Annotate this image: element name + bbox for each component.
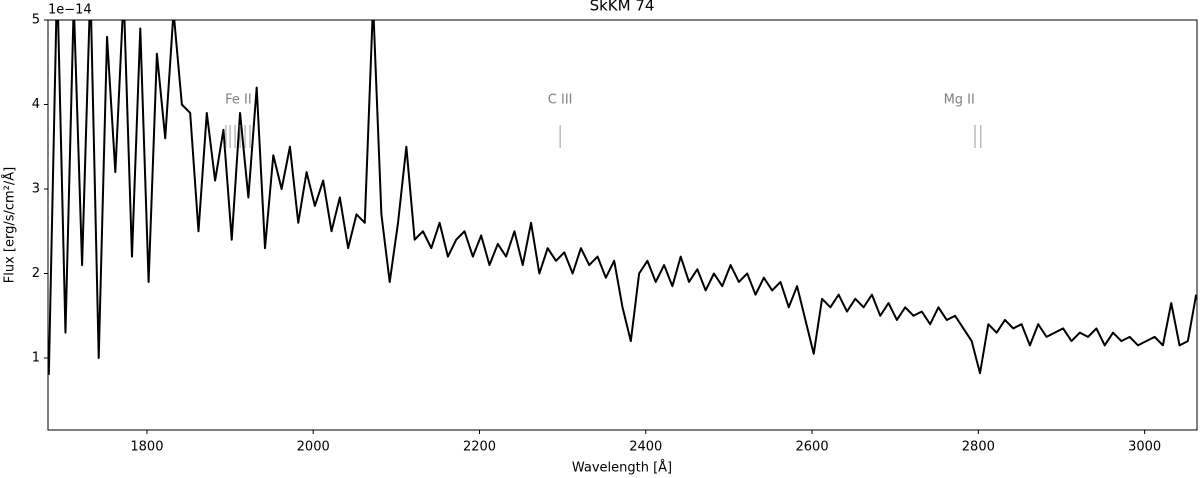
x-tick-label: 2000 bbox=[297, 440, 330, 455]
line-label: Mg II bbox=[944, 93, 975, 108]
axes-frame bbox=[47, 19, 1198, 431]
line-label: Fe II bbox=[225, 93, 252, 108]
spectrum-line bbox=[48, 20, 1197, 375]
x-tick-label: 2400 bbox=[629, 440, 662, 455]
y-axis-label: Flux [erg/s/cm²/Å] bbox=[2, 167, 18, 284]
y-tick-label: 2 bbox=[32, 266, 40, 281]
y-tick-label: 5 bbox=[32, 13, 40, 28]
y-tick-label: 1 bbox=[32, 351, 40, 366]
x-tick-label: 3000 bbox=[1128, 440, 1161, 455]
x-tick-label: 2800 bbox=[962, 440, 995, 455]
x-tick-label: 2200 bbox=[463, 440, 496, 455]
plot-area bbox=[48, 20, 1197, 375]
y-tick-label: 3 bbox=[32, 182, 40, 197]
line-label: C III bbox=[548, 93, 573, 108]
x-tick-label: 2600 bbox=[796, 440, 829, 455]
x-tick-label: 1800 bbox=[130, 440, 163, 455]
chart-title: SkKM 74 bbox=[590, 0, 655, 15]
y-tick-label: 4 bbox=[32, 97, 40, 112]
offset-label: 1e−14 bbox=[48, 3, 92, 18]
x-axis-label: Wavelength [Å] bbox=[572, 460, 672, 476]
